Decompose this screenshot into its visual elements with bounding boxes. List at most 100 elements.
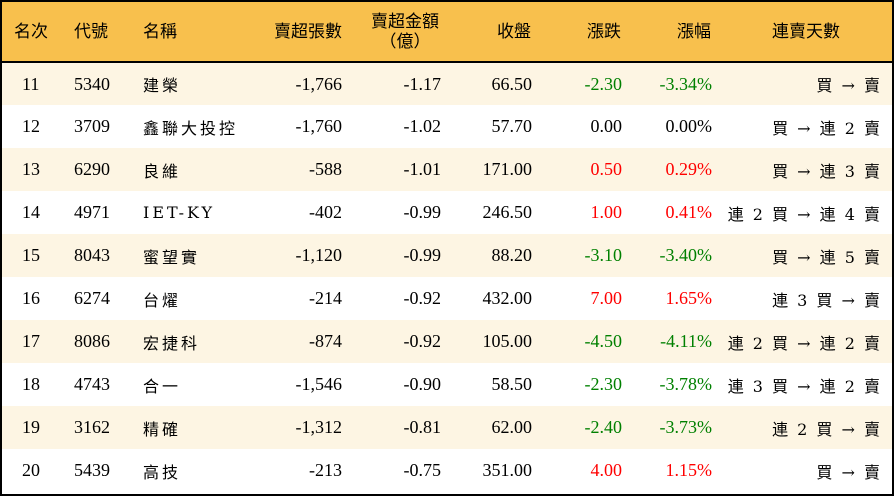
rank-cell: 11 xyxy=(22,73,40,94)
net-sell-amount-cell: -0.92 xyxy=(403,288,442,308)
header-streak[interactable]: 連賣天數 xyxy=(772,21,840,41)
change-pct-cell: -3.34% xyxy=(659,73,713,94)
change-cell: -4.50 xyxy=(584,331,623,351)
streak-cell: 連 2 買 → 連 2 賣 xyxy=(727,333,882,353)
streak-cell: 買 → 賣 xyxy=(816,76,882,95)
change-pct-cell: -3.73% xyxy=(659,417,713,437)
header-net-sell-lots[interactable]: 賣超張數 xyxy=(274,21,342,41)
close-cell: 66.50 xyxy=(491,73,533,94)
net-sell-amount-cell: -0.92 xyxy=(403,331,442,351)
header-rank[interactable]: 名次 xyxy=(14,21,48,41)
net-sell-lots-cell: -1,120 xyxy=(295,245,343,265)
name-cell[interactable]: 精確 xyxy=(143,419,182,439)
net-sell-amount-cell: -1.01 xyxy=(403,159,442,179)
code-cell[interactable]: 4971 xyxy=(74,202,110,222)
net-sell-lots-cell: -1,546 xyxy=(295,374,343,394)
change-pct-cell: 1.65% xyxy=(665,288,713,308)
name-cell[interactable]: IET-KY xyxy=(143,203,216,222)
code-cell[interactable]: 6274 xyxy=(74,288,110,308)
streak-cell: 連 2 買 → 賣 xyxy=(772,419,882,439)
code-cell[interactable]: 6290 xyxy=(74,159,110,179)
close-cell: 105.00 xyxy=(482,331,533,351)
streak-cell: 連 2 買 → 連 4 賣 xyxy=(727,204,882,224)
code-cell[interactable]: 8043 xyxy=(74,245,110,265)
change-pct-cell: 1.15% xyxy=(665,460,713,480)
name-cell[interactable]: 鑫聯大投控 xyxy=(143,118,239,138)
rank-cell: 15 xyxy=(22,245,40,265)
streak-cell: 買 → 賣 xyxy=(816,462,882,482)
name-cell[interactable]: 建榮 xyxy=(143,76,182,95)
header-net-sell-amount[interactable]: 賣超金額 （億） xyxy=(350,2,450,62)
name-cell[interactable]: 合一 xyxy=(143,376,182,396)
code-cell[interactable]: 8086 xyxy=(74,331,110,351)
change-cell: 0.50 xyxy=(590,159,623,179)
net-sell-lots-cell: -1,312 xyxy=(295,417,343,437)
table-row[interactable]: 11 5340 建榮 -1,766 -1.17 66.50 -2.30 -3.3… xyxy=(2,62,892,105)
name-cell[interactable]: 宏捷科 xyxy=(143,333,201,353)
header-net-sell-amount-unit: （億） xyxy=(379,31,431,51)
change-cell: -2.40 xyxy=(584,417,623,437)
change-cell: 7.00 xyxy=(590,288,623,308)
table-row[interactable]: 20 5439 高技 -213 -0.75 351.00 4.00 1.15% … xyxy=(2,449,892,492)
streak-cell: 連 3 買 → 連 2 賣 xyxy=(727,376,882,396)
change-pct-cell: -4.11% xyxy=(660,331,712,351)
rank-cell: 19 xyxy=(22,417,40,437)
net-sell-lots-cell: -402 xyxy=(309,202,342,222)
table-row[interactable]: 16 6274 台燿 -214 -0.92 432.00 7.00 1.65% … xyxy=(2,277,892,320)
header-row: 名次 代號 名稱 賣超張數 賣超金額 （億） 收盤 漲跌 漲幅 連賣天數 xyxy=(2,2,892,62)
table-row[interactable]: 14 4971 IET-KY -402 -0.99 246.50 1.00 0.… xyxy=(2,191,892,234)
change-pct-cell: -3.78% xyxy=(659,374,713,394)
close-cell: 246.50 xyxy=(482,202,533,222)
header-name[interactable]: 名稱 xyxy=(143,21,177,41)
rank-cell: 16 xyxy=(22,288,40,308)
close-cell: 62.00 xyxy=(491,417,533,437)
rank-cell: 12 xyxy=(22,116,40,136)
close-cell: 351.00 xyxy=(482,460,533,480)
table-row[interactable]: 15 8043 蜜望實 -1,120 -0.99 88.20 -3.10 -3.… xyxy=(2,234,892,277)
name-cell[interactable]: 台燿 xyxy=(143,290,182,310)
table-row[interactable]: 18 4743 合一 -1,546 -0.90 58.50 -2.30 -3.7… xyxy=(2,363,892,406)
code-cell[interactable]: 4743 xyxy=(74,374,110,394)
net-sell-lots-cell: -213 xyxy=(309,460,342,480)
streak-cell: 買 → 連 5 賣 xyxy=(772,247,882,267)
name-cell[interactable]: 高技 xyxy=(143,462,182,482)
change-cell: 4.00 xyxy=(590,460,623,480)
header-net-sell-amount-label: 賣超金額 xyxy=(371,11,439,31)
header-code[interactable]: 代號 xyxy=(74,21,108,41)
name-cell[interactable]: 蜜望實 xyxy=(143,247,201,267)
code-cell[interactable]: 5340 xyxy=(74,73,110,94)
streak-cell: 買 → 連 3 賣 xyxy=(772,161,882,181)
streak-cell: 連 3 買 → 賣 xyxy=(772,290,882,310)
header-close[interactable]: 收盤 xyxy=(497,21,531,41)
net-sell-amount-cell: -0.99 xyxy=(403,245,442,265)
change-cell: -3.10 xyxy=(584,245,623,265)
table-row[interactable]: 19 3162 精確 -1,312 -0.81 62.00 -2.40 -3.7… xyxy=(2,406,892,449)
close-cell: 171.00 xyxy=(482,159,533,179)
close-cell: 58.50 xyxy=(491,374,533,394)
header-change-pct[interactable]: 漲幅 xyxy=(677,21,711,41)
code-cell[interactable]: 3709 xyxy=(74,116,110,136)
change-cell: 0.00 xyxy=(590,116,623,136)
code-cell[interactable]: 5439 xyxy=(74,460,110,480)
close-cell: 57.70 xyxy=(491,116,533,136)
rank-cell: 13 xyxy=(22,159,40,179)
change-cell: -2.30 xyxy=(584,73,623,94)
change-cell: -2.30 xyxy=(584,374,623,394)
table-row[interactable]: 17 8086 宏捷科 -874 -0.92 105.00 -4.50 -4.1… xyxy=(2,320,892,363)
header-change[interactable]: 漲跌 xyxy=(587,21,621,41)
table-row[interactable]: 12 3709 鑫聯大投控 -1,760 -1.02 57.70 0.00 0.… xyxy=(2,105,892,148)
name-cell[interactable]: 良維 xyxy=(143,161,182,181)
change-pct-cell: -3.40% xyxy=(659,245,713,265)
table-row[interactable]: 13 6290 良維 -588 -1.01 171.00 0.50 0.29% … xyxy=(2,148,892,191)
net-sell-lots-cell: -874 xyxy=(309,331,342,351)
net-sell-amount-cell: -1.17 xyxy=(403,73,442,94)
change-pct-cell: 0.29% xyxy=(665,159,713,179)
change-pct-cell: 0.00% xyxy=(665,116,713,136)
change-pct-cell: 0.41% xyxy=(665,202,713,222)
net-sell-amount-cell: -0.81 xyxy=(403,417,442,437)
close-cell: 88.20 xyxy=(491,245,533,265)
code-cell[interactable]: 3162 xyxy=(74,417,110,437)
net-sell-amount-cell: -0.99 xyxy=(403,202,442,222)
rank-cell: 17 xyxy=(22,331,40,351)
